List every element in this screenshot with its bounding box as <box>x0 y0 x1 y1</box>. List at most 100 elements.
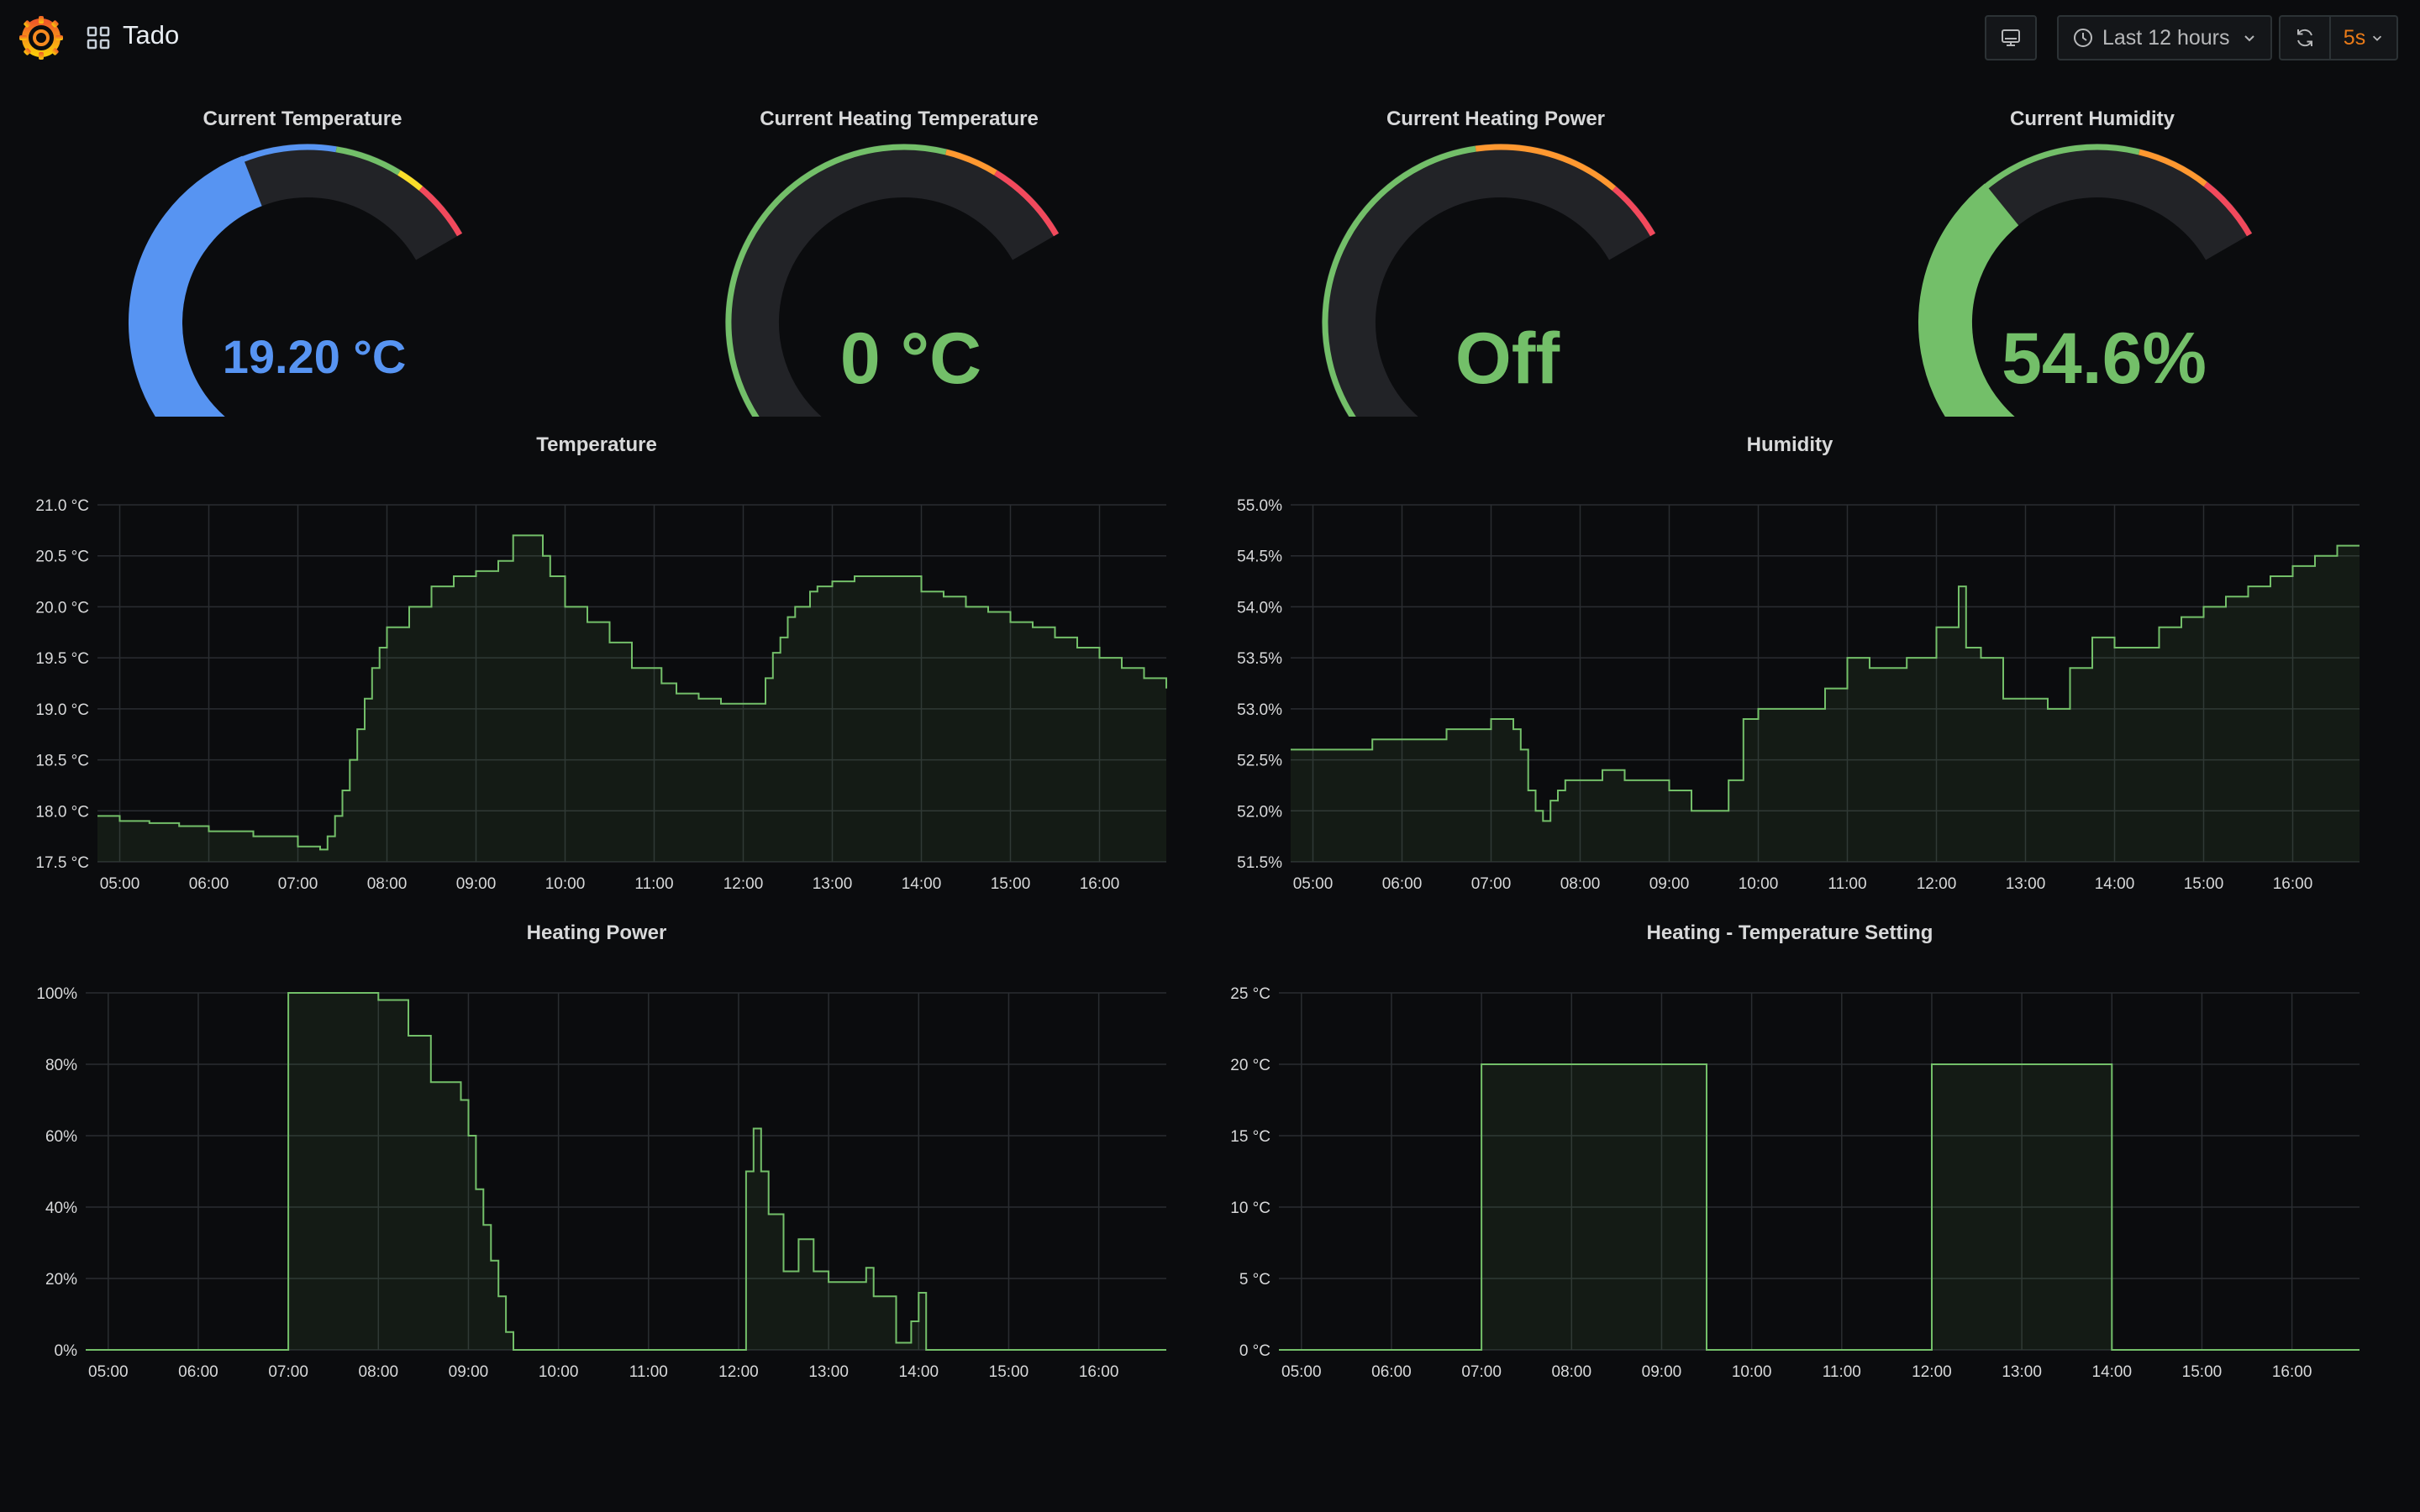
x-tick-label: 16:00 <box>1079 1363 1119 1381</box>
x-tick-label: 14:00 <box>2092 1363 2133 1381</box>
x-tick-label: 16:00 <box>2272 1363 2312 1381</box>
y-tick-label: 18.5 °C <box>35 753 89 770</box>
x-tick-label: 11:00 <box>634 875 673 893</box>
gauge: 19.20 °C <box>129 144 463 417</box>
refresh-interval-picker[interactable]: 5s <box>2331 15 2398 60</box>
x-tick-label: 08:00 <box>1552 1363 1592 1381</box>
gauge-panel-current-temperature[interactable]: Current Temperature 19.20 °C <box>0 108 605 417</box>
y-tick-label: 52.0% <box>1237 803 1282 821</box>
graph-panel-humidity[interactable]: Humidity 51.5% 52.0% 52.5% 53.0% 53.5% 54.0% 5… <box>1193 433 2386 895</box>
y-tick-label: 19.0 °C <box>35 701 89 719</box>
y-tick-label: 21.0 °C <box>35 497 89 515</box>
x-tick-label: 11:00 <box>1828 875 1866 893</box>
x-tick-label: 13:00 <box>2002 1363 2042 1381</box>
gauge-threshold-band <box>397 170 424 192</box>
panel-title: Current Temperature <box>203 108 402 130</box>
apps-grid-icon[interactable] <box>86 25 111 50</box>
graph-panel-temperature[interactable]: Temperature 17.5 °C 18.0 °C 18.5 °C 19.0 °C… <box>0 433 1193 895</box>
refresh-interval-label: 5s <box>2343 25 2366 50</box>
y-tick-label: 0 °C <box>1239 1342 1270 1360</box>
x-tick-label: 12:00 <box>1917 875 1957 893</box>
x-tick-label: 09:00 <box>449 1363 489 1381</box>
gauge: 0 °C <box>725 144 1060 417</box>
chevron-down-icon <box>2373 35 2382 41</box>
gauge-threshold-band <box>1612 186 1656 237</box>
x-tick-label: 05:00 <box>88 1363 129 1381</box>
gauge-value-text: Off <box>1455 318 1560 399</box>
grafana-logo-icon[interactable] <box>18 15 64 60</box>
y-tick-label: 40% <box>45 1200 77 1217</box>
x-tick-label: 10:00 <box>1732 1363 1772 1381</box>
x-tick-label: 12:00 <box>723 875 764 893</box>
x-tick-label: 12:00 <box>1912 1363 1952 1381</box>
gauge-threshold-band <box>2203 181 2253 237</box>
x-tick-label: 07:00 <box>1471 875 1512 893</box>
gauge-value-text: 54.6% <box>2002 318 2207 399</box>
clock-icon <box>2074 29 2092 47</box>
gauge-value-text: 0 °C <box>840 318 981 399</box>
time-range-picker[interactable]: Last 12 hours <box>2057 15 2272 60</box>
gauge-threshold-band <box>1475 144 1617 192</box>
tv-mode-button[interactable] <box>1985 15 2037 60</box>
top-bar: Tado Last 12 hours <box>0 0 2420 77</box>
x-tick-label: 08:00 <box>1560 875 1601 893</box>
series-line <box>97 534 1167 851</box>
graph-panel-heating-power[interactable]: Heating Power 0% 20% 40% 60% 80% 100% 05:00 06:… <box>0 921 1193 1383</box>
gauge-value-arc <box>1918 183 2019 417</box>
x-tick-label: 09:00 <box>1642 1363 1682 1381</box>
y-tick-label: 51.5% <box>1237 854 1282 872</box>
panel-title: Current Humidity <box>2009 108 2175 130</box>
x-tick-label: 05:00 <box>1293 875 1334 893</box>
x-tick-label: 13:00 <box>2006 875 2046 893</box>
gauge-threshold-band <box>2139 149 2207 187</box>
x-tick-label: 15:00 <box>991 875 1031 893</box>
x-tick-label: 07:00 <box>278 875 318 893</box>
x-tick-label: 09:00 <box>1649 875 1690 893</box>
x-tick-label: 05:00 <box>100 875 140 893</box>
time-range-label: Last 12 hours <box>2102 25 2230 50</box>
series-area <box>1279 1064 2360 1350</box>
x-tick-label: 14:00 <box>902 875 942 893</box>
y-tick-label: 60% <box>45 1128 77 1146</box>
x-tick-label: 06:00 <box>178 1363 218 1381</box>
gauge-threshold-band <box>418 186 463 237</box>
y-tick-label: 54.5% <box>1237 549 1282 566</box>
graph-panel-heating-temperature-setting[interactable]: Heating - Temperature Setting 0 °C 5 °C 10… <box>1193 921 2386 1383</box>
heating-setting-chart: 0 °C 5 °C 10 °C 15 °C 20 °C 25 °C 05:00 06:00 07… <box>1230 985 2360 1381</box>
gauge-threshold-band <box>335 146 401 176</box>
panel-title: Current Heating Power <box>1386 108 1606 130</box>
panel-title: Current Heating Temperature <box>760 108 1039 130</box>
x-tick-label: 05:00 <box>1281 1363 1322 1381</box>
series-area <box>86 993 1166 1350</box>
gauge-track <box>725 144 1060 417</box>
y-tick-label: 53.0% <box>1237 701 1282 719</box>
x-tick-label: 08:00 <box>359 1363 399 1381</box>
gauge-panel-current-heating-power[interactable]: Current Heating Power Off <box>1193 108 1798 417</box>
x-tick-label: 07:00 <box>268 1363 308 1381</box>
chevron-down-icon <box>2244 35 2254 42</box>
x-tick-label: 16:00 <box>2273 875 2313 893</box>
y-tick-label: 52.5% <box>1237 753 1282 770</box>
gauge-panel-current-heating-temperature[interactable]: Current Heating Temperature 0 °C <box>597 108 1202 417</box>
x-tick-label: 10:00 <box>545 875 586 893</box>
gauge-panel-current-humidity[interactable]: Current Humidity 54.6% <box>1790 108 2395 417</box>
x-tick-label: 14:00 <box>2095 875 2135 893</box>
x-tick-label: 13:00 <box>808 1363 849 1381</box>
dashboard-title[interactable]: Tado <box>123 20 180 50</box>
x-tick-label: 07:00 <box>1461 1363 1502 1381</box>
series-line <box>86 992 1166 1351</box>
x-tick-label: 15:00 <box>989 1363 1029 1381</box>
y-tick-label: 18.0 °C <box>35 803 89 821</box>
x-tick-label: 16:00 <box>1080 875 1120 893</box>
x-tick-label: 12:00 <box>718 1363 759 1381</box>
y-tick-label: 5 °C <box>1239 1271 1270 1289</box>
y-tick-label: 25 °C <box>1230 985 1270 1003</box>
y-tick-label: 15 °C <box>1230 1128 1270 1146</box>
y-tick-label: 17.5 °C <box>35 854 89 872</box>
refresh-button[interactable] <box>2279 15 2331 60</box>
y-tick-label: 100% <box>36 985 77 1003</box>
series-line <box>1291 544 2360 822</box>
x-tick-label: 11:00 <box>629 1363 668 1381</box>
x-tick-label: 11:00 <box>1823 1363 1861 1381</box>
y-tick-label: 53.5% <box>1237 650 1282 668</box>
